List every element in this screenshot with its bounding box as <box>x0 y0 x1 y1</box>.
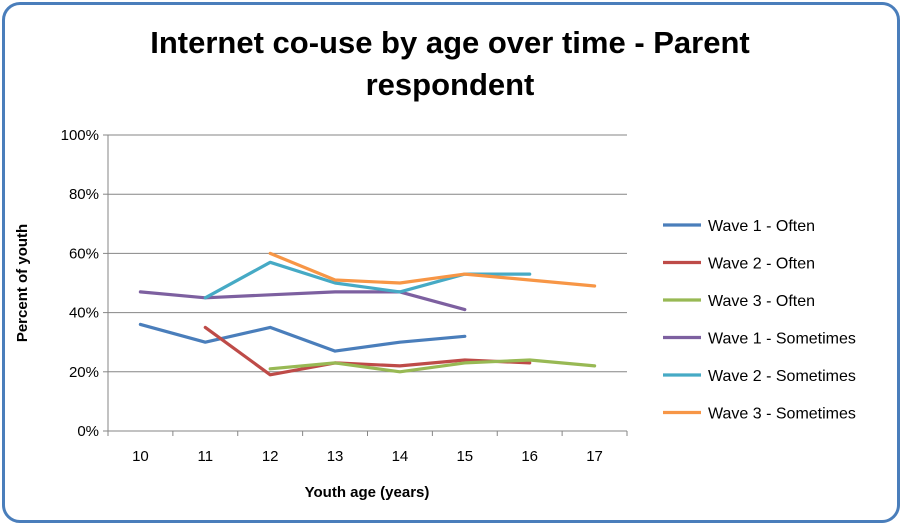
legend-label: Wave 1 - Sometimes <box>708 331 856 348</box>
x-tick-label: 12 <box>262 448 279 465</box>
series-line-3 <box>268 358 597 374</box>
gridlines <box>103 134 628 436</box>
series-lines <box>138 251 597 377</box>
y-axis-title: Percent of youth <box>14 224 31 342</box>
series-line-1 <box>138 322 467 353</box>
x-tick-label: 16 <box>521 448 538 465</box>
x-tick-label: 15 <box>456 448 473 465</box>
legend: Wave 1 - Often Wave 2 - Often Wave 3 - Oft… <box>663 218 856 423</box>
x-tick-label: 11 <box>198 448 214 465</box>
legend-label: Wave 2 - Often <box>708 256 815 273</box>
x-tick-label: 13 <box>327 448 344 465</box>
series-line-4 <box>138 290 467 312</box>
y-tick-label: 40% <box>69 305 99 322</box>
x-axis-title: Youth age (years) <box>305 484 430 501</box>
y-tick-label: 20% <box>69 364 99 381</box>
legend-label: Wave 2 - Sometimes <box>708 368 856 385</box>
chart-frame <box>2 2 900 523</box>
legend-label: Wave 3 - Sometimes <box>708 406 856 423</box>
y-tick-label: 60% <box>69 245 99 262</box>
x-tick-label: 14 <box>392 448 409 465</box>
series-line-2 <box>203 325 532 377</box>
x-tick-label: 17 <box>586 448 603 465</box>
legend-label: Wave 1 - Often <box>708 218 815 235</box>
x-tick-labels: 10 11 12 13 14 15 16 17 <box>132 448 603 465</box>
y-tick-label: 80% <box>69 186 99 203</box>
series-line-6 <box>268 251 597 288</box>
x-tick-label: 10 <box>132 448 149 465</box>
legend-label: Wave 3 - Often <box>708 293 815 310</box>
y-tick-labels: 0% 20% 40% 60% 80% 100% <box>61 127 99 440</box>
y-tick-label: 0% <box>77 423 99 440</box>
axes <box>107 135 627 432</box>
y-tick-label: 100% <box>61 127 99 144</box>
chart-title: Internet co-use by age over time - Paren… <box>150 25 750 102</box>
